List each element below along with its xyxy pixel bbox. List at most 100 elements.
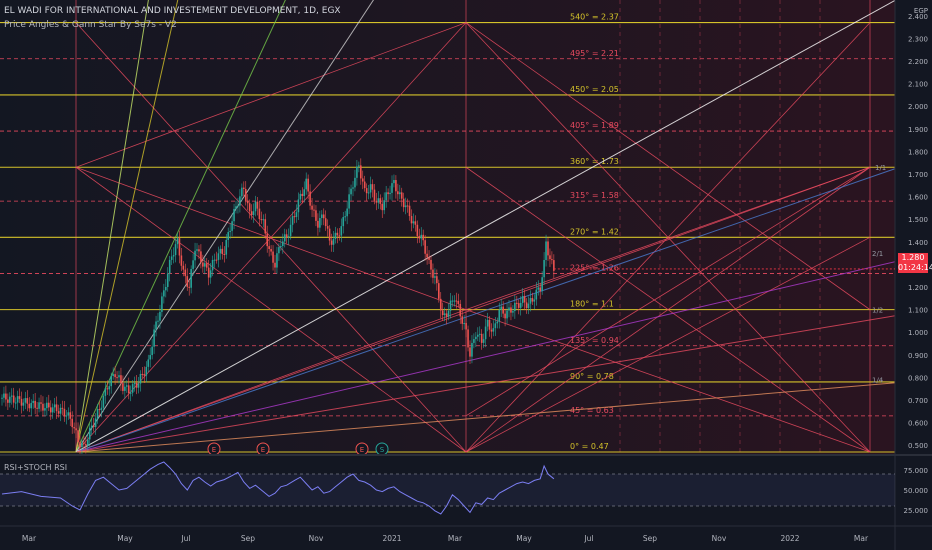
gann-star-line: [465, 166, 871, 417]
x-tick-label: Mar: [22, 534, 37, 543]
gann-fan-line: [75, 0, 897, 453]
candle-body: [246, 200, 249, 204]
candle-body: [94, 418, 97, 428]
candle-body: [22, 402, 25, 406]
candle-body: [293, 216, 296, 218]
level-label: 180° = 1.1: [570, 300, 614, 309]
candle-body: [46, 402, 48, 409]
candle-body: [73, 427, 75, 429]
candle-body: [40, 402, 42, 404]
candle-body: [77, 430, 79, 443]
candle-body: [112, 374, 114, 376]
gann-star-line: [465, 309, 871, 453]
candle-body: [83, 442, 85, 445]
candle-body: [116, 377, 118, 379]
candle-body: [356, 166, 358, 178]
x-tick-label: Mar: [448, 534, 463, 543]
indicator-title[interactable]: Price Angles & Gann Star By Se7s - V2: [4, 20, 177, 30]
candle-body: [10, 395, 13, 397]
candle-body: [377, 198, 380, 203]
candle-body: [480, 333, 483, 343]
candle-body: [461, 316, 463, 324]
candle-body: [124, 386, 126, 391]
level-label: 405° = 1.89: [570, 121, 619, 130]
gann-star-line: [465, 22, 871, 310]
candle-body: [326, 226, 329, 229]
candle-body: [104, 388, 107, 396]
candle-body: [209, 270, 212, 278]
gann-star-line: [465, 236, 871, 453]
gann-fan-line: [75, 252, 932, 453]
event-marker-label: S: [380, 446, 385, 454]
candle-body: [322, 214, 325, 219]
candle-body: [519, 302, 522, 308]
candle-body: [533, 299, 536, 302]
candle-body: [453, 300, 456, 302]
candle-body: [81, 442, 83, 448]
candle-body: [186, 276, 189, 287]
level-label: 315° = 1.58: [570, 191, 619, 200]
symbol-title[interactable]: EL WADI FOR INTERNATIONAL AND INVESTEMEN…: [4, 6, 341, 16]
candle-body: [473, 339, 475, 343]
x-tick-label: Jul: [583, 534, 593, 543]
candle-body: [129, 392, 132, 394]
candle-body: [516, 302, 518, 304]
candle-body: [482, 339, 485, 343]
candle-body: [108, 386, 111, 390]
candle-body: [400, 192, 403, 199]
candle-body: [336, 232, 339, 236]
gann-star-line: [465, 22, 871, 453]
candle-body: [500, 306, 502, 310]
candle-body: [441, 310, 444, 316]
candle-body: [213, 259, 216, 261]
rsi-title[interactable]: RSI+STOCH RSI: [4, 463, 68, 472]
candle-body: [243, 187, 245, 189]
candle-body: [98, 409, 101, 411]
candle-body: [172, 255, 175, 257]
candle-body: [541, 277, 543, 292]
x-tick-label: Nov: [309, 534, 324, 543]
candle-body: [114, 374, 116, 378]
candle-body: [512, 311, 514, 313]
candle-body: [529, 298, 532, 304]
candle-body: [244, 188, 247, 201]
candle-body: [527, 303, 530, 309]
x-tick-label: 2021: [382, 534, 401, 543]
candle-body: [126, 385, 128, 387]
candle-body: [428, 257, 430, 260]
candle-body: [432, 269, 434, 278]
candle-body: [321, 214, 323, 219]
candle-body: [225, 239, 228, 255]
candle-body: [553, 260, 555, 271]
candle-body: [449, 300, 452, 311]
candle-body: [537, 287, 540, 290]
candle-body: [118, 375, 120, 378]
candle-body: [311, 205, 313, 210]
candle-body: [20, 398, 23, 406]
gann-fan-line: [75, 0, 375, 453]
candle-body: [166, 273, 169, 287]
x-tick-label: Sep: [241, 534, 255, 543]
candle-body: [268, 246, 270, 250]
candle-body: [467, 329, 469, 348]
candle-body: [133, 382, 136, 385]
candle-body: [278, 247, 280, 254]
candle-body: [496, 321, 499, 324]
candle-body: [340, 226, 343, 236]
candle-body: [198, 249, 200, 252]
candle-body: [330, 240, 333, 245]
x-tick-label: Nov: [712, 534, 727, 543]
candle-body: [120, 375, 122, 384]
candle-body: [235, 206, 237, 209]
candle-body: [309, 191, 311, 206]
candle-body: [262, 219, 265, 221]
candle-body: [371, 184, 374, 190]
candle-body: [168, 259, 171, 274]
candle-body: [412, 221, 415, 224]
candle-body: [397, 191, 399, 195]
gann-star-line: [75, 22, 467, 168]
candle-body: [5, 393, 7, 400]
fan-label: 1/1: [875, 164, 886, 172]
candle-body: [30, 402, 33, 409]
